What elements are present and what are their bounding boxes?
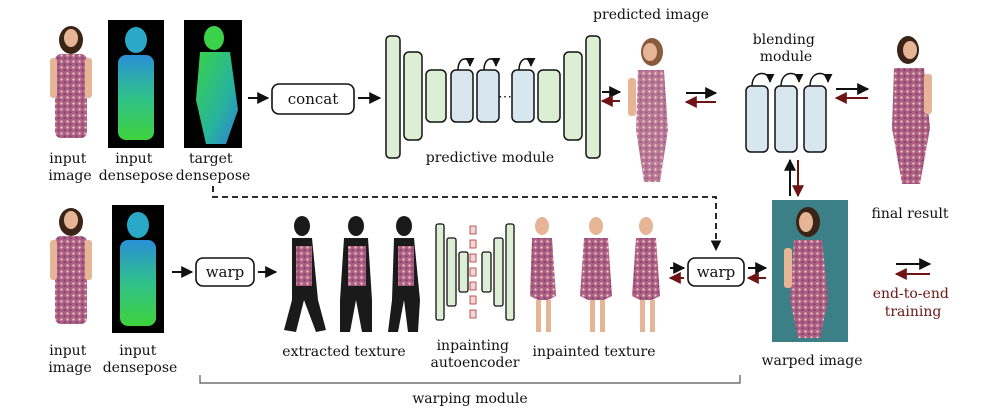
legend-label: end-to-end training [873,286,954,320]
target-densepose [184,20,242,148]
warped-image [772,200,848,342]
predicted-image [622,30,682,188]
inpainted-texture-label: inpainted texture [532,344,655,360]
warp-box-left [195,257,255,287]
blending-module [745,85,827,153]
bottom-input-image [44,205,98,333]
extracted-texture-label: extracted texture [282,344,405,360]
inpainting-autoencoder [435,223,515,321]
concat-label: concat [288,90,338,108]
top-input-densepose-label: input densepose [99,151,174,184]
concat-box [271,83,355,115]
predictive-skip-arrows [457,57,536,71]
extracted-texture [278,212,428,336]
blending-module-label: blending module [753,32,820,65]
ellipsis: ⋯ [498,89,512,105]
predictive-module [385,35,601,159]
warping-module-label: warping module [412,391,527,407]
bottom-input-densepose-label: input densepose [103,343,178,376]
inpainting-autoencoder-label: inpainting autoencoder [431,338,520,371]
autoencoder-skip-column [469,225,477,319]
warped-image-label: warped image [761,353,862,369]
warp-label-left: warp [206,263,245,281]
warp-box-right [687,257,745,287]
final-result-image [876,32,938,190]
final-result-label: final result [872,206,949,222]
top-input-image-label: input image [48,151,91,184]
warping-module-bracket [199,375,741,384]
warp-label-right: warp [697,263,736,281]
blending-skip-arrows [751,72,833,87]
predictive-module-label: predictive module [426,150,554,166]
dashed-target-to-warp [212,186,722,252]
bottom-input-densepose [112,205,164,333]
top-input-densepose [108,20,164,148]
inpainted-texture [520,212,668,336]
top-input-image [44,22,98,147]
bottom-input-image-label: input image [48,343,91,376]
predicted-image-label: predicted image [593,7,709,23]
target-densepose-label: target densepose [176,151,251,184]
